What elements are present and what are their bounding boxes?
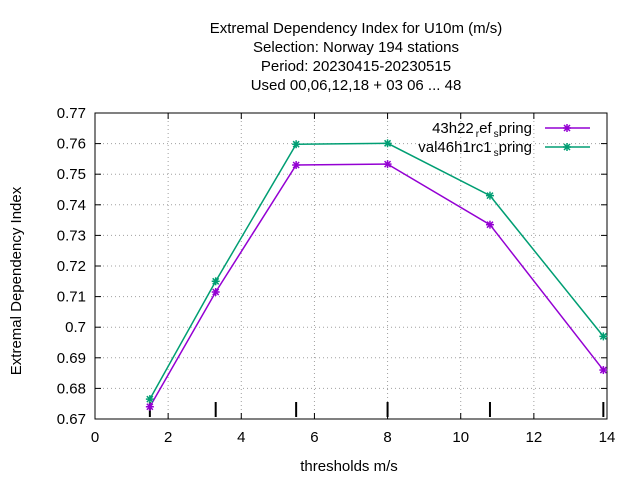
x-tick-label: 6 (310, 429, 318, 446)
marker-cross-b (212, 288, 220, 296)
x-axis-label: thresholds m/s (300, 458, 398, 475)
marker-cross-b (599, 366, 607, 374)
legend-marker (563, 124, 571, 132)
y-tick-label: 0.71 (57, 289, 86, 306)
data-point (211, 288, 220, 297)
series-2 (145, 139, 608, 404)
legend-sample-2 (545, 143, 590, 151)
marker-cross-b (292, 140, 300, 148)
marker-cross-b (292, 161, 300, 169)
y-tick-label: 0.77 (57, 105, 86, 122)
series-line (149, 142, 604, 400)
x-tick-label: 2 (164, 429, 172, 446)
y-axis-ticks: 0.67 0.68 0.69 0.7 0.71 0.72 0.73 0.74 0.75 0.76 0… (57, 105, 607, 428)
data-point (292, 140, 301, 149)
data-point (145, 395, 154, 404)
x-tick-label: 0 (91, 429, 99, 446)
data-point (599, 366, 608, 375)
threshold-markers (148, 402, 605, 417)
y-tick-label: 0.67 (57, 411, 86, 428)
y-tick-label: 0.76 (57, 136, 86, 153)
series-line (149, 163, 604, 408)
data-point (383, 139, 392, 148)
data-series (145, 139, 608, 411)
x-tick-label: 10 (452, 429, 469, 446)
marker-cross-b (486, 221, 494, 229)
x-tick-label: 4 (237, 429, 245, 446)
grid-lines (95, 113, 607, 419)
y-tick-label: 0.7 (65, 319, 86, 336)
x-tick-label: 8 (383, 429, 391, 446)
title-line-1: Extremal Dependency Index for U10m (m/s) (210, 20, 503, 37)
marker-cross-b (486, 192, 494, 200)
x-axis-ticks: 0 2 4 6 8 10 12 14 (91, 113, 616, 446)
legend-label-2: val46h1rc1 spring (418, 139, 532, 159)
data-point (485, 220, 494, 229)
marker-cross-b (146, 395, 154, 403)
legend: 43h22 ref spring val46h1rc1 spring (418, 120, 590, 159)
legend-sample-1 (545, 124, 590, 132)
data-point (145, 402, 154, 411)
data-point (485, 191, 494, 200)
y-tick-label: 0.68 (57, 380, 86, 397)
marker-cross-b (146, 403, 154, 411)
y-axis-label: Extremal Dependency Index (8, 186, 25, 375)
marker-cross-b (384, 139, 392, 147)
x-tick-label: 14 (599, 429, 616, 446)
legend-label-1: 43h22 ref spring (432, 120, 532, 140)
x-tick-label: 12 (526, 429, 543, 446)
title-line-4: Used 00,06,12,18 + 03 06 ... 48 (251, 77, 462, 94)
marker-cross-b (563, 124, 571, 132)
data-point (383, 160, 392, 169)
y-tick-label: 0.74 (57, 197, 86, 214)
data-point (211, 277, 220, 286)
y-tick-label: 0.69 (57, 350, 86, 367)
chart-title: Extremal Dependency Index for U10m (m/s)… (210, 20, 503, 94)
data-point (599, 332, 608, 341)
marker-cross-b (599, 332, 607, 340)
marker-cross-b (384, 160, 392, 168)
title-line-3: Period: 20230415-20230515 (261, 58, 451, 75)
y-tick-label: 0.73 (57, 227, 86, 244)
title-line-2: Selection: Norway 194 stations (253, 39, 459, 56)
marker-cross-b (563, 143, 571, 151)
legend-marker (563, 143, 571, 151)
series-1 (145, 160, 608, 411)
y-tick-label: 0.72 (57, 258, 86, 275)
marker-cross-b (212, 277, 220, 285)
data-point (292, 161, 301, 170)
y-tick-label: 0.75 (57, 166, 86, 183)
